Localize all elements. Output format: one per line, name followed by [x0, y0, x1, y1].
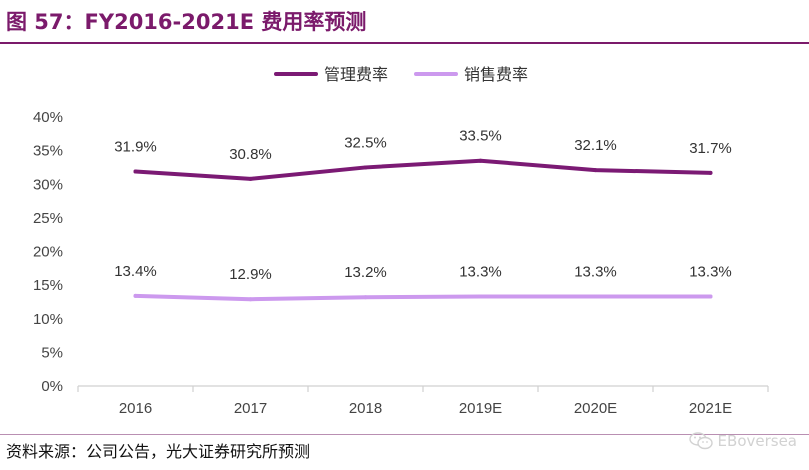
data-point — [478, 158, 483, 163]
data-label: 33.5% — [459, 128, 502, 145]
data-label: 31.9% — [114, 138, 157, 155]
data-point — [248, 297, 253, 302]
data-point — [708, 294, 713, 299]
y-tick-label: 30% — [33, 176, 63, 193]
wechat-icon — [688, 432, 713, 450]
source-note: 资料来源：公司公告，光大证券研究所预测 — [6, 442, 311, 461]
title-divider — [0, 42, 809, 44]
line-chart: 0% 5% 10% 15% 20% 25% 30% 35% 40% 2016 2017 2018 201… — [33, 65, 769, 417]
y-tick-label: 20% — [33, 244, 63, 261]
legend-label-1: 管理费率 — [324, 65, 388, 84]
y-tick-label: 25% — [33, 210, 63, 227]
x-tick-label: 2018 — [349, 400, 382, 417]
data-point — [593, 294, 598, 299]
watermark: EBoversea — [688, 427, 797, 455]
data-label: 32.1% — [574, 137, 617, 154]
watermark-text: EBoversea — [717, 432, 797, 450]
data-point — [478, 294, 483, 299]
data-label: 13.3% — [574, 264, 617, 281]
figure-title: 图 57：FY2016-2021E 费用率预测 — [6, 10, 367, 34]
data-label: 30.8% — [229, 146, 272, 163]
data-label: 31.7% — [689, 140, 732, 157]
data-point — [708, 170, 713, 175]
data-label: 12.9% — [229, 266, 272, 283]
data-point — [593, 168, 598, 173]
data-point — [133, 169, 138, 174]
y-tick-label: 35% — [33, 143, 63, 160]
data-label: 13.3% — [459, 264, 502, 281]
x-tick-label: 2017 — [234, 400, 267, 417]
series-line-1 — [133, 158, 713, 181]
x-tick-label: 2016 — [119, 400, 152, 417]
data-label: 13.3% — [689, 264, 732, 281]
data-label: 13.4% — [114, 263, 157, 280]
y-tick-label: 15% — [33, 277, 63, 294]
data-point — [248, 176, 253, 181]
x-tick-label: 2019E — [459, 400, 502, 417]
legend-label-2: 销售费率 — [464, 65, 528, 84]
data-point — [133, 293, 138, 298]
series-line-2 — [133, 293, 713, 302]
data-point — [363, 165, 368, 170]
footer-divider — [0, 434, 809, 435]
data-label: 13.2% — [344, 264, 387, 281]
data-label: 32.5% — [344, 134, 387, 151]
y-tick-label: 10% — [33, 311, 63, 328]
data-point — [363, 295, 368, 300]
y-tick-label: 40% — [33, 109, 63, 126]
x-tick-label: 2021E — [689, 400, 732, 417]
y-tick-label: 5% — [41, 344, 63, 361]
x-tick-label: 2020E — [574, 400, 617, 417]
y-tick-label: 0% — [41, 378, 63, 395]
